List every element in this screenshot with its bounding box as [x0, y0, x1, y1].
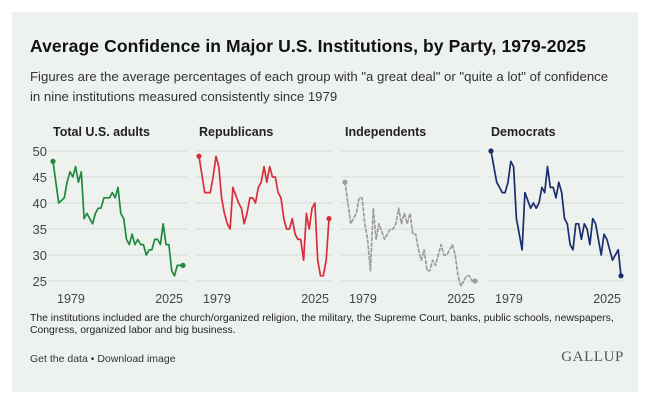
- y-tick-label: 35: [33, 222, 47, 237]
- y-tick-label: 30: [33, 248, 47, 263]
- x-tick-label: 1979: [495, 292, 523, 306]
- end-point: [618, 273, 624, 279]
- start-point: [50, 158, 56, 164]
- x-tick-label: 1979: [349, 292, 377, 306]
- panel-title: Total U.S. adults: [53, 125, 150, 139]
- link-separator: •: [90, 353, 95, 365]
- panel-title: Republicans: [199, 125, 273, 139]
- x-tick-label: 1979: [57, 292, 85, 306]
- y-tick-label: 40: [33, 196, 47, 211]
- chart-card: Average Confidence in Major U.S. Institu…: [12, 12, 638, 392]
- start-point: [196, 153, 202, 159]
- download-image-link[interactable]: Download image: [97, 353, 176, 365]
- panel-title: Democrats: [491, 125, 556, 139]
- y-tick-label: 25: [33, 274, 47, 289]
- x-tick-label: 2025: [447, 292, 475, 306]
- series-line-2: [344, 181, 476, 288]
- footnote: The institutions included are the church…: [30, 313, 614, 336]
- chart-title: Average Confidence in Major U.S. Institu…: [30, 36, 587, 56]
- series-line-3: [490, 150, 622, 277]
- x-tick-label: 2025: [155, 292, 183, 306]
- x-tick-label: 1979: [203, 292, 231, 306]
- end-point: [326, 216, 332, 222]
- x-tick-label: 2025: [593, 292, 621, 306]
- chart-subtitle: Figures are the average percentages of e…: [30, 69, 609, 104]
- y-tick-label: 50: [33, 144, 47, 159]
- x-tick-label: 2025: [301, 292, 329, 306]
- get-data-link[interactable]: Get the data: [30, 353, 88, 365]
- end-point: [180, 262, 186, 268]
- start-point: [488, 148, 494, 154]
- series-line-1: [198, 155, 330, 277]
- gallup-logo: GALLUP: [561, 349, 624, 365]
- footer-links: Get the data • Download image: [30, 353, 176, 365]
- series-line-0: [52, 160, 184, 277]
- panel-title: Independents: [345, 125, 426, 139]
- end-point: [472, 278, 478, 284]
- small-multiples-charts: 50 45 40 35 30 25 Total U.S. adults 1979 2025 Rep…: [33, 125, 625, 306]
- start-point: [342, 179, 348, 185]
- y-tick-label: 45: [33, 170, 47, 185]
